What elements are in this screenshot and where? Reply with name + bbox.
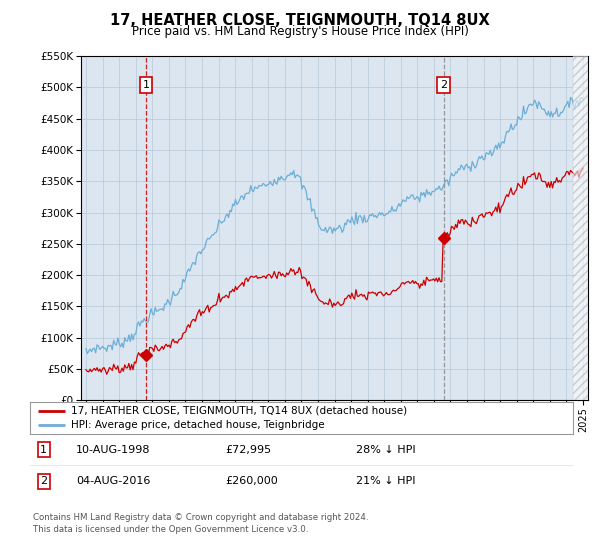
Text: 28% ↓ HPI: 28% ↓ HPI — [356, 445, 415, 455]
Text: 04-AUG-2016: 04-AUG-2016 — [76, 476, 151, 486]
Bar — [574, 56, 588, 400]
Text: £260,000: £260,000 — [226, 476, 278, 486]
Text: 17, HEATHER CLOSE, TEIGNMOUTH, TQ14 8UX (detached house): 17, HEATHER CLOSE, TEIGNMOUTH, TQ14 8UX … — [71, 405, 407, 416]
Text: Price paid vs. HM Land Registry's House Price Index (HPI): Price paid vs. HM Land Registry's House … — [131, 25, 469, 39]
Text: 1: 1 — [142, 80, 149, 90]
Text: £72,995: £72,995 — [226, 445, 272, 455]
Text: 1: 1 — [40, 445, 47, 455]
Text: 21% ↓ HPI: 21% ↓ HPI — [356, 476, 415, 486]
Text: 2: 2 — [440, 80, 447, 90]
Text: 17, HEATHER CLOSE, TEIGNMOUTH, TQ14 8UX: 17, HEATHER CLOSE, TEIGNMOUTH, TQ14 8UX — [110, 13, 490, 28]
Text: 2: 2 — [40, 476, 47, 486]
Text: Contains HM Land Registry data © Crown copyright and database right 2024.
This d: Contains HM Land Registry data © Crown c… — [33, 513, 368, 534]
Text: HPI: Average price, detached house, Teignbridge: HPI: Average price, detached house, Teig… — [71, 421, 325, 431]
Text: 10-AUG-1998: 10-AUG-1998 — [76, 445, 151, 455]
